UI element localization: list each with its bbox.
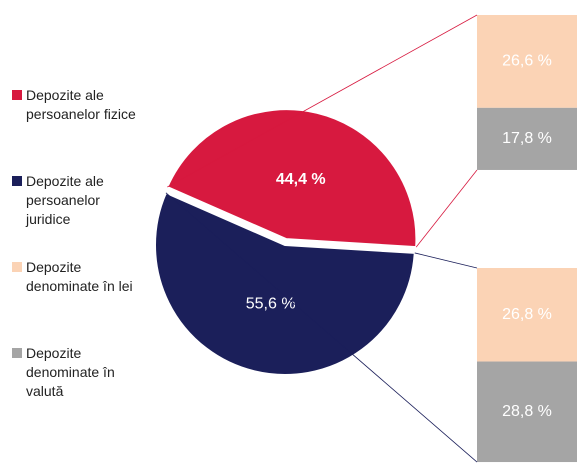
legend-label: Depozite denominate în valută	[26, 345, 115, 399]
slice-label: 44,4 %	[276, 171, 326, 188]
pie-slice	[154, 191, 416, 376]
legend-label: Depozite denominate în lei	[26, 259, 133, 294]
legend-swatch	[12, 262, 22, 272]
bar-label: 17,8 %	[502, 130, 552, 147]
legend-entry: Depozite ale persoanelor juridice	[12, 172, 136, 229]
pie-slice	[166, 108, 418, 249]
bar-label: 26,6 %	[502, 53, 552, 70]
connector	[167, 14, 478, 188]
legend-entry: Depozite denominate în lei	[12, 258, 136, 296]
bar-label: 26,8 %	[502, 306, 552, 323]
legend-swatch	[12, 90, 22, 100]
legend-label: Depozite ale persoanelor fizice	[26, 87, 136, 122]
bar-segment	[477, 15, 577, 108]
legend-label: Depozite ale persoanelor juridice	[26, 173, 104, 227]
bar-label: 28,8 %	[502, 403, 552, 420]
legend-entry: Depozite denominate în valută	[12, 344, 136, 401]
slice-label: 55,6 %	[246, 296, 296, 313]
bar-segment	[477, 268, 577, 362]
bar-segment	[477, 107, 577, 170]
connector	[165, 192, 478, 463]
bar-segment	[477, 361, 577, 463]
legend-entry: Depozite ale persoanelor fizice	[12, 86, 136, 124]
legend-swatch	[12, 348, 22, 358]
connector	[414, 252, 478, 269]
connector	[415, 169, 478, 248]
legend-swatch	[12, 176, 22, 186]
